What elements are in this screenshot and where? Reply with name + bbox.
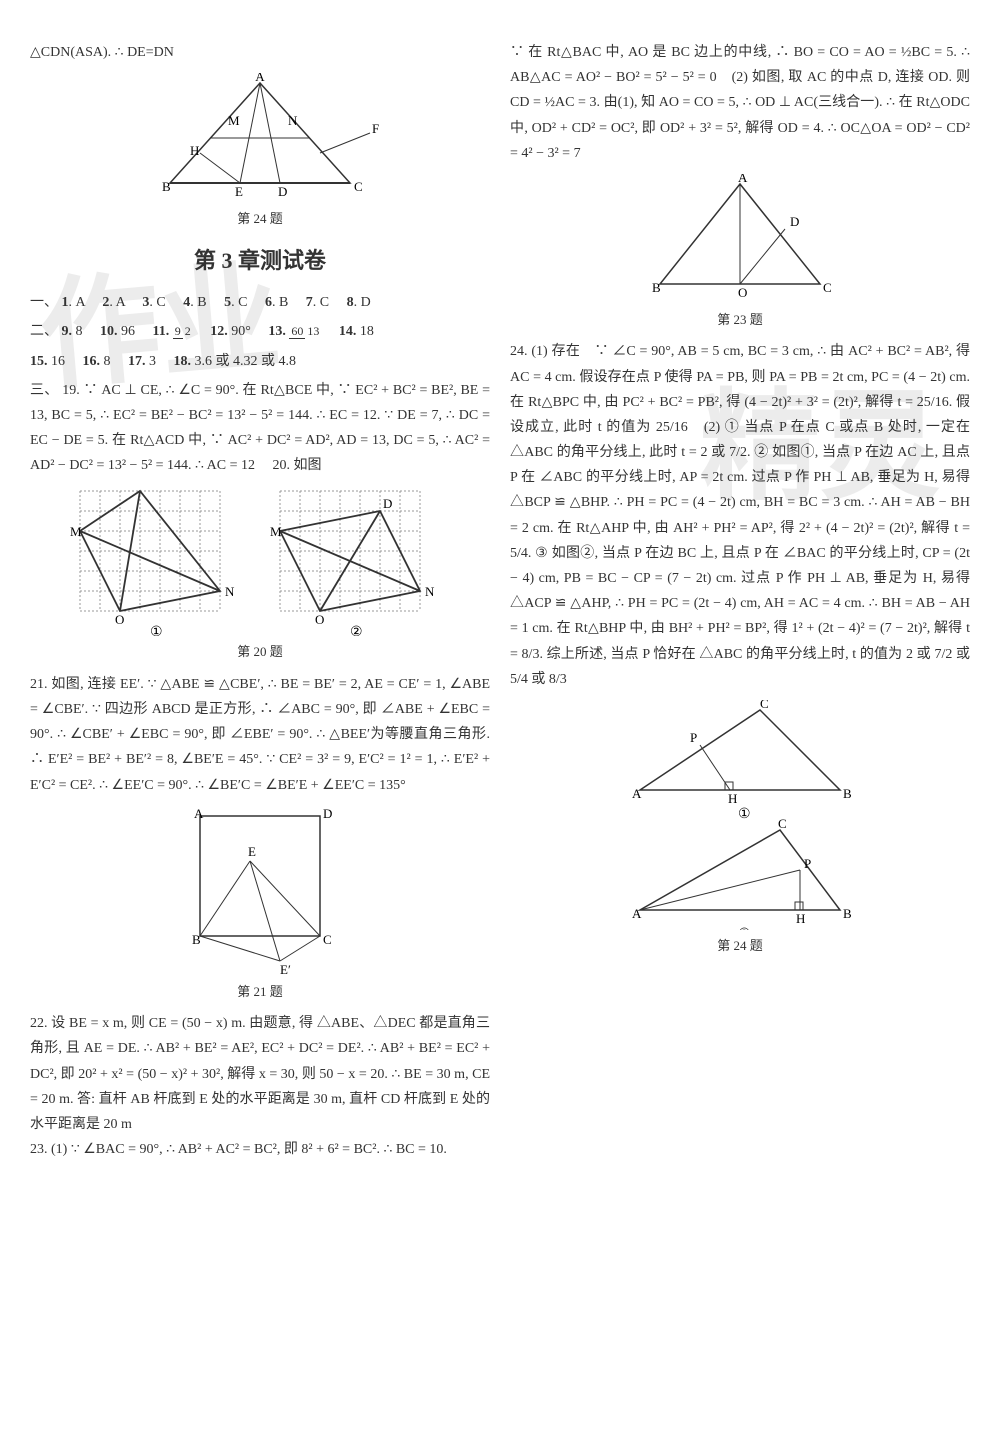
section-2: 二、 9. 8 10. 96 11. 92 12. 90° 13. 6013 1… bbox=[30, 319, 490, 344]
svg-text:D: D bbox=[383, 496, 392, 511]
page-container: △CDN(ASA). ∴ DE=DN A B C E D H M N F bbox=[30, 40, 970, 1162]
q23-cont: ∵ 在 Rt△BAC 中, AO 是 BC 边上的中线, ∴ BO = CO =… bbox=[510, 40, 970, 166]
figure-24-top: A B C E D H M N F 第 24 题 bbox=[30, 73, 490, 230]
left-column: △CDN(ASA). ∴ DE=DN A B C E D H M N F bbox=[30, 40, 490, 1162]
q21: 21. 如图, 连接 EE′. ∵ △ABE ≌ △CBE′, ∴ BE = B… bbox=[30, 672, 490, 798]
figure-24-top-caption: 第 24 题 bbox=[30, 207, 490, 230]
svg-text:B: B bbox=[652, 280, 661, 295]
svg-text:B: B bbox=[192, 932, 201, 947]
q22: 22. 设 BE = x m, 则 CE = (50 − x) m. 由题意, … bbox=[30, 1011, 490, 1137]
svg-text:O: O bbox=[115, 612, 124, 627]
svg-text:E′: E′ bbox=[280, 962, 291, 976]
svg-text:A: A bbox=[194, 806, 204, 821]
svg-text:②: ② bbox=[350, 625, 363, 636]
section-1: 一、 1. A 2. A 3. C 4. B 5. C 6. B 7. C 8.… bbox=[30, 290, 490, 315]
svg-text:D: D bbox=[790, 214, 799, 229]
svg-text:B: B bbox=[843, 786, 852, 801]
svg-text:O: O bbox=[315, 612, 324, 627]
svg-text:M: M bbox=[228, 113, 240, 128]
svg-text:A: A bbox=[255, 73, 265, 84]
svg-text:F: F bbox=[372, 121, 379, 136]
figure-20: M N O ① bbox=[30, 486, 490, 663]
q24: 24. (1) 存在 ∵ ∠C = 90°, AB = 5 cm, BC = 3… bbox=[510, 339, 970, 692]
svg-text:E: E bbox=[248, 844, 256, 859]
top-line: △CDN(ASA). ∴ DE=DN bbox=[30, 40, 490, 65]
section-3-label: 三、 bbox=[30, 383, 59, 398]
svg-text:C: C bbox=[778, 816, 787, 831]
svg-text:C: C bbox=[760, 700, 769, 711]
svg-text:①: ① bbox=[738, 807, 751, 822]
svg-text:C: C bbox=[354, 179, 363, 194]
svg-text:①: ① bbox=[150, 625, 163, 636]
section-2b: 15. 16 16. 8 17. 3 18. 3.6 或 4.32 或 4.8 bbox=[30, 349, 490, 374]
svg-text:②: ② bbox=[738, 927, 751, 930]
svg-text:N: N bbox=[425, 584, 435, 599]
svg-text:H: H bbox=[728, 791, 737, 806]
figure-23: A B C O D 第 23 题 bbox=[510, 174, 970, 331]
svg-text:B: B bbox=[843, 906, 852, 921]
right-column: ∵ 在 Rt△BAC 中, AO 是 BC 边上的中线, ∴ BO = CO =… bbox=[510, 40, 970, 1162]
svg-text:D: D bbox=[323, 806, 332, 821]
figure-21: A D B C E E′ 第 21 题 bbox=[30, 806, 490, 1003]
q19: 三、 19. ∵ AC ⊥ CE, ∴ ∠C = 90°. 在 Rt△BCE 中… bbox=[30, 378, 490, 479]
section-2-label: 二、 bbox=[30, 324, 58, 339]
svg-text:O: O bbox=[738, 285, 747, 300]
section-1-label: 一、 bbox=[30, 295, 58, 310]
svg-text:C: C bbox=[823, 280, 832, 295]
svg-text:C: C bbox=[323, 932, 332, 947]
svg-text:E: E bbox=[235, 184, 243, 199]
svg-text:P: P bbox=[690, 730, 697, 745]
svg-text:N: N bbox=[288, 113, 298, 128]
svg-text:A: A bbox=[632, 786, 642, 801]
svg-text:B: B bbox=[162, 179, 171, 194]
svg-text:P: P bbox=[804, 856, 811, 871]
svg-text:M: M bbox=[270, 524, 282, 539]
figure-21-caption: 第 21 题 bbox=[30, 980, 490, 1003]
svg-text:H: H bbox=[190, 143, 199, 158]
svg-text:A: A bbox=[632, 906, 642, 921]
svg-text:M: M bbox=[70, 524, 82, 539]
chapter-title: 第 3 章测试卷 bbox=[30, 241, 490, 281]
figure-20-caption: 第 20 题 bbox=[30, 640, 490, 663]
svg-text:H: H bbox=[796, 911, 805, 926]
q23-part: 23. (1) ∵ ∠BAC = 90°, ∴ AB² + AC² = BC²,… bbox=[30, 1137, 490, 1162]
figure-23-caption: 第 23 题 bbox=[510, 308, 970, 331]
svg-text:N: N bbox=[225, 584, 235, 599]
svg-text:A: A bbox=[738, 174, 748, 185]
figure-24-bottom: A B C P H ① A B C P H bbox=[510, 700, 970, 957]
figure-24-bottom-caption: 第 24 题 bbox=[510, 934, 970, 957]
svg-text:D: D bbox=[278, 184, 287, 199]
